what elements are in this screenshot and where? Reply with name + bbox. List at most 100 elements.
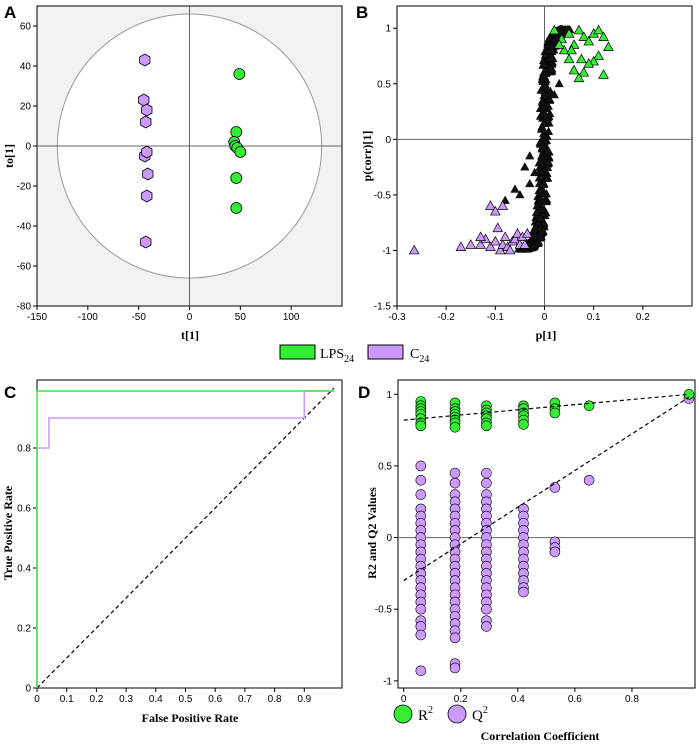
panel-b-other-point: [547, 64, 557, 73]
panel-b-other-point: [536, 124, 547, 133]
panel-a-ytick-label: -80: [17, 302, 32, 313]
panel-a-xlabel: t[1]: [181, 328, 199, 342]
panel-c-xtick-label: 0.4: [149, 694, 163, 705]
panel-d-q2-point: [518, 586, 529, 598]
panel-b-other-point: [525, 178, 535, 188]
panel-b-other-point: [545, 94, 555, 103]
panel-b-c-point: [519, 239, 531, 249]
panel-a-ytick-label: -40: [17, 222, 32, 233]
panel-d-q2-point: [415, 474, 427, 486]
panel-b-other-point: [531, 207, 542, 216]
panel-b-other-point: [536, 85, 546, 94]
panel-b-other-point: [520, 162, 530, 171]
panel-b-ytick-label: 0: [385, 135, 391, 146]
panel-d-q2-point: [449, 662, 461, 674]
panel-c-xtick-label: 0.1: [60, 694, 74, 705]
panel-b-other-point: [538, 140, 549, 150]
panel-b: -0.3 -0.2 -0.1 0 0.1 0.2-1.5-1-0.500.51 p[1] …: [360, 5, 693, 342]
panel-a-c-point: [140, 115, 152, 129]
panel-b-xtick-label: -0.3: [388, 312, 406, 323]
panel-a-xtick-label: -150: [27, 312, 47, 323]
panel-b-xtick-label: -0.2: [438, 312, 456, 323]
panel-b-c-point: [497, 200, 509, 210]
panel-d-r2-point: [415, 420, 427, 432]
panel-b-c-point: [512, 228, 523, 238]
panel-b-other-point: [540, 109, 550, 118]
panel-label-c: C: [4, 383, 16, 402]
panel-b-c-point: [485, 241, 496, 251]
panel-b-ytick-label: 1: [385, 24, 391, 35]
panel-b-lps-point: [573, 24, 585, 35]
panel-c-xtick-label: 0.7: [238, 694, 252, 705]
panel-d-xtick-label: 0.8: [625, 694, 639, 705]
panel-a-ytick-label: 20: [20, 102, 32, 113]
panel-b-ytick-label: -1.5: [374, 302, 392, 313]
panel-b-c-point: [489, 205, 501, 216]
panel-b-lps-point: [576, 53, 587, 64]
panel-b-lps-point: [583, 35, 595, 46]
panel-b-lps-point: [593, 50, 604, 60]
panel-d-q2-point: [481, 477, 492, 489]
panel-a-c-point: [141, 103, 153, 117]
panel-b-lps-point: [548, 24, 560, 35]
panel-b-other-point: [525, 151, 535, 160]
panel-b-other-point: [539, 90, 549, 100]
panel-b-lps-point: [573, 72, 585, 83]
panel-b-other-point: [556, 24, 566, 33]
panel-d-q2-point: [415, 489, 427, 500]
panel-d-plot-area: [397, 379, 696, 689]
panel-c-ytick-label: 0: [25, 684, 31, 695]
panel-b-other-point: [536, 157, 547, 167]
legend-r2-main: R: [418, 708, 428, 724]
panel-d-q2-regression-line: [403, 396, 690, 582]
panel-b-other-point: [544, 118, 554, 127]
panel-b-ytick-label: -1: [382, 246, 391, 257]
panel-b-other-point: [536, 166, 546, 176]
panel-d-r2-point: [549, 407, 561, 419]
legend-q2-main: Q: [472, 708, 483, 724]
panel-a-ytick-label: 60: [20, 22, 32, 33]
legend-c-swatch: [367, 344, 404, 360]
panel-a-xtick-label: -50: [131, 312, 146, 323]
panel-c-xtick-label: 0.3: [119, 694, 133, 705]
panel-b-lps-point: [578, 31, 590, 41]
panel-b-other-point: [532, 201, 542, 210]
panel-a-c-point: [140, 235, 152, 249]
panel-d-q2-point: [415, 603, 427, 615]
panel-a-lps-point: [230, 202, 243, 214]
panel-b-c-point: [504, 244, 516, 255]
panel-c-ytick-label: 0.4: [17, 564, 31, 575]
panel-c-diagonal-line: [36, 387, 335, 689]
panel-d-xtick-label: 0.2: [454, 694, 468, 705]
panel-b-lps-point: [558, 44, 570, 55]
panel-c-xtick-label: 0.2: [89, 694, 103, 705]
panel-b-ytick-label: -0.5: [374, 190, 392, 201]
panel-b-other-point: [537, 97, 547, 106]
panel-b-other-point: [530, 167, 540, 177]
panel-d-ytick-label: -0.5: [375, 605, 393, 616]
panel-b-other-point: [549, 35, 559, 45]
panel-b-other-point: [539, 59, 549, 68]
panel-b-c-point: [475, 239, 486, 249]
panel-d-ytick-label: 0: [386, 533, 392, 544]
panel-label-b: B: [356, 3, 368, 22]
legend-q2-sup: 2: [483, 705, 488, 716]
legend-r2-label: R2: [418, 705, 433, 724]
panel-d-q2-point: [415, 629, 427, 641]
legend-q2-label: Q2: [472, 705, 488, 724]
panel-d-ytick-label: 0.5: [378, 461, 392, 472]
panel-a-c-point: [139, 53, 151, 67]
panel-b-ytick-label: 0.5: [377, 79, 391, 90]
panel-b-other-point: [534, 173, 544, 182]
panel-c-xtick-label: 0.6: [208, 694, 222, 705]
panel-b-other-point: [547, 45, 557, 54]
panel-d-ytick-label: 1: [386, 390, 392, 401]
panel-b-other-point: [535, 188, 546, 197]
panel-d-q2-point: [481, 603, 492, 615]
panel-b-lps-point: [568, 64, 580, 75]
panel-d-q2-point: [481, 621, 492, 632]
panel-a-xtick-label: 100: [283, 312, 300, 323]
panel-b-other-point: [543, 126, 554, 135]
panel-d-q2-point: [449, 632, 461, 644]
panel-d-r2-point: [518, 419, 529, 430]
